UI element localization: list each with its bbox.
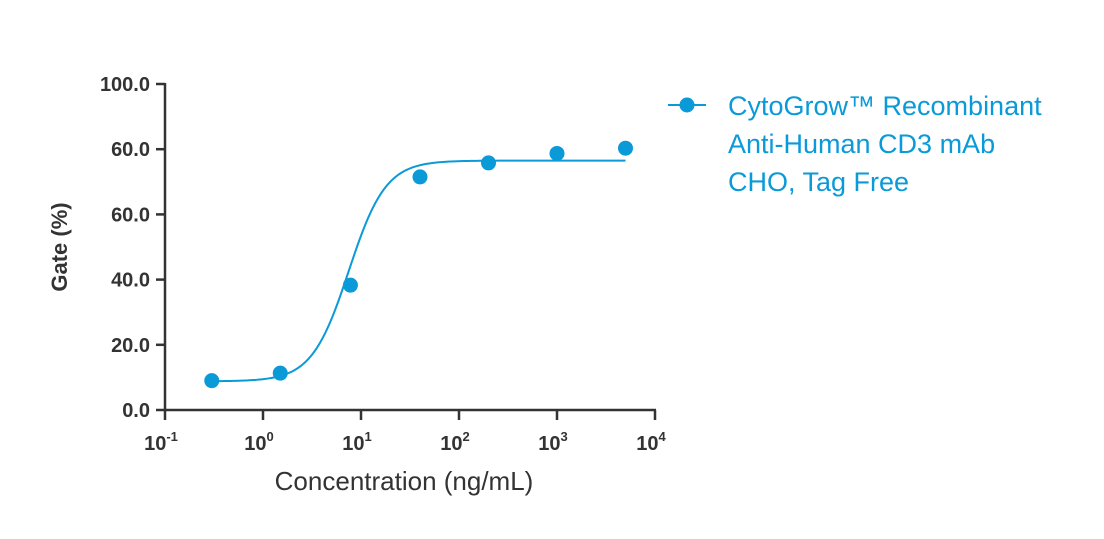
data-point (617, 140, 633, 156)
y-tick-label: 60.0 (111, 139, 150, 161)
fit-curve (211, 159, 626, 383)
y-tick-label: 40.0 (111, 270, 150, 292)
y-tick-label: 0.0 (122, 400, 150, 422)
y-tick-label: 20.0 (111, 335, 150, 357)
x-tick-label: 101 (342, 429, 371, 455)
legend-label: CHO, Tag Free (728, 167, 909, 197)
legend-label: CytoGrow™ Recombinant (728, 91, 1042, 121)
y-tick-label: 60.0 (111, 204, 150, 226)
data-point (412, 169, 428, 185)
x-axis-title: Concentration (ng/mL) (275, 466, 534, 496)
data-point (272, 365, 288, 381)
data-point (204, 373, 220, 389)
data-points (204, 140, 633, 389)
y-axis-title: Gate (%) (47, 202, 72, 291)
data-point (342, 277, 358, 293)
legend-label: Anti-Human CD3 mAb (728, 129, 995, 159)
x-tick-label: 102 (440, 429, 469, 455)
x-tick-label: 10-1 (144, 429, 178, 455)
fit-curve-group (211, 159, 626, 383)
x-tick-label: 104 (636, 429, 666, 455)
legend-marker (679, 97, 695, 113)
data-point (481, 155, 497, 171)
x-tick-label: 103 (538, 429, 567, 455)
x-tick-label: 100 (244, 429, 273, 455)
axes: 0.0 20.0 40.0 60.0 60.0 100.0 10-1 100 101 102 103… (100, 74, 667, 455)
legend: CytoGrow™ Recombinant Anti-Human CD3 mAb C… (668, 91, 1042, 197)
y-tick-label: 100.0 (100, 74, 150, 96)
data-point (549, 145, 565, 161)
